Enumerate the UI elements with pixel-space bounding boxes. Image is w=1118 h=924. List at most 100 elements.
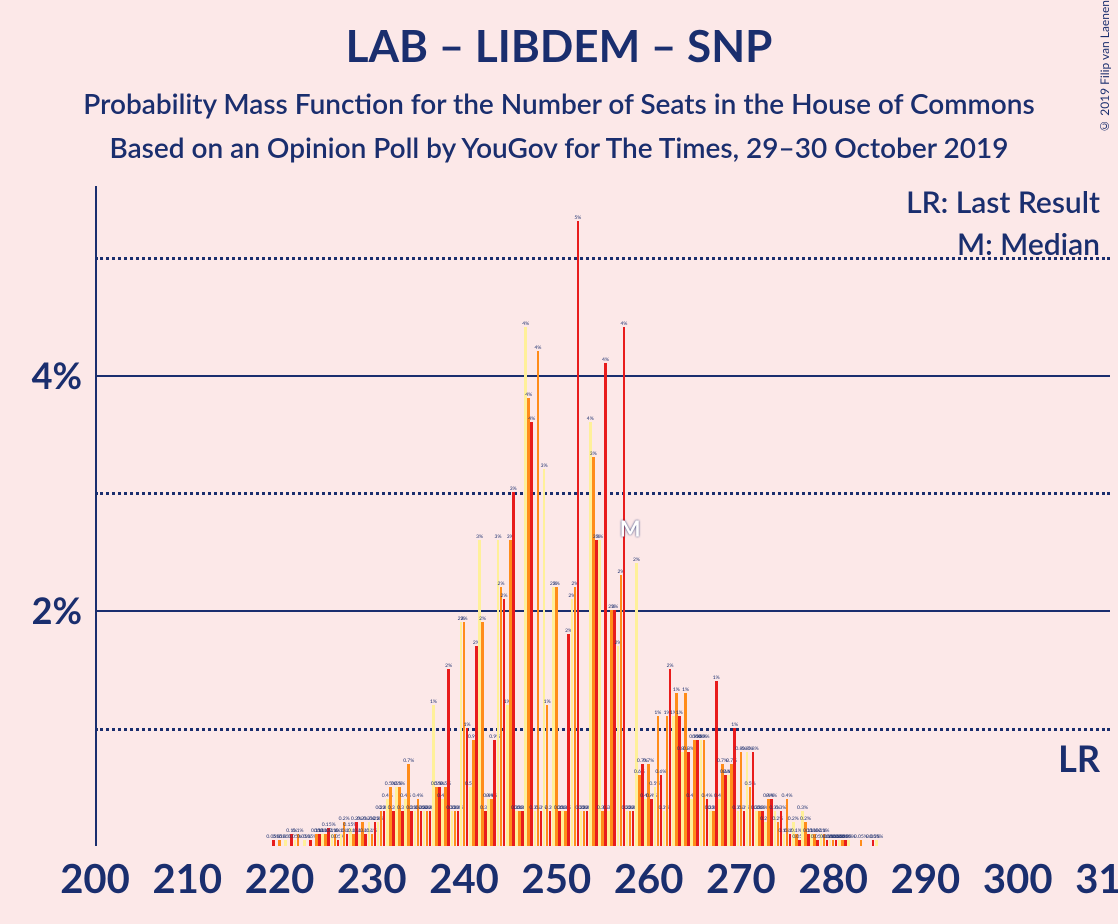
bar-group: 0.2%0.4%0.4% — [764, 186, 773, 846]
bar-group: 0.3%0.4%0.3% — [413, 186, 422, 846]
bar-group: 0.1%0.1%0.05% — [819, 186, 828, 846]
bar-group: 0.3%0.3%2% — [561, 186, 570, 846]
x-axis-label: 220 — [245, 854, 315, 902]
x-axis-label: 240 — [429, 854, 499, 902]
bar-group — [91, 186, 100, 846]
bar-group — [127, 186, 136, 846]
chart-subtitle-2: Based on an Opinion Poll by YouGov for T… — [0, 130, 1118, 164]
bar: 0.05% — [847, 840, 850, 846]
bar-group: 2%2%5% — [570, 186, 579, 846]
bar-group: 0.05% — [866, 186, 875, 846]
bar: 0.05% — [284, 840, 287, 846]
bar-value-label: 0.2% — [788, 816, 799, 822]
bar-group — [146, 186, 155, 846]
bar-group — [210, 186, 219, 846]
bar-group: 0.8%1%0.8% — [681, 186, 690, 846]
bar-group — [201, 186, 210, 846]
bar-group — [155, 186, 164, 846]
bar: 3% — [598, 540, 601, 846]
bar-group: 1%3%3% — [506, 186, 515, 846]
bar-group: 0.2%0.1%0.2% — [367, 186, 376, 846]
bar-group — [1004, 186, 1013, 846]
bar-group: 0.3%0.2%0.1% — [801, 186, 810, 846]
bar-group — [921, 186, 930, 846]
bar-group: 0.05%0.1% — [294, 186, 303, 846]
bar-group: 0.3%0.3%0.3% — [580, 186, 589, 846]
bar-group: 0.3%0.3%0.3% — [423, 186, 432, 846]
bar-group: 0.4%0.7%0.3% — [404, 186, 413, 846]
x-axis-label: 200 — [60, 854, 130, 902]
bar-value-label: 3% — [495, 534, 502, 540]
bar-value-label: 1% — [682, 687, 689, 693]
bar-group — [1022, 186, 1031, 846]
x-axis-label: 310 — [1075, 854, 1118, 902]
bar-group — [109, 186, 118, 846]
bar-group — [986, 186, 995, 846]
bar-group: 0.1%0.1%0.05% — [330, 186, 339, 846]
x-axis-label: 280 — [798, 854, 868, 902]
bar-group: 0.1%0.4%0.1% — [783, 186, 792, 846]
bar-group: 0.2%0.1%0.05% — [792, 186, 801, 846]
bar-group — [884, 186, 893, 846]
bar-group: 0.4%0.4%0.9% — [487, 186, 496, 846]
bar-value-label: 4% — [525, 392, 532, 398]
bar-group: 0.05% — [856, 186, 865, 846]
bar-value-label: 0.3% — [797, 805, 808, 811]
bar-group: 2%2%0.3% — [552, 186, 561, 846]
bar-group: 0.05% — [275, 186, 284, 846]
bar-group: 3%1%0.3% — [543, 186, 552, 846]
bar-group: 0.1%0.1%0.15% — [321, 186, 330, 846]
x-axis-label: 300 — [983, 854, 1053, 902]
bar-value-label: 2% — [633, 557, 640, 563]
plot-area: LR: Last Result M: Median 2%4% 0.05%0.05… — [95, 186, 1110, 846]
bar-value-label: 3% — [476, 534, 483, 540]
bar-group: 0.1%0.2%0.1% — [358, 186, 367, 846]
median-marker: M — [620, 514, 641, 541]
bar-group: 0.05%0.05% — [303, 186, 312, 846]
bar: 4% — [537, 351, 540, 846]
bar-group — [137, 186, 146, 846]
bar: 0.05% — [875, 840, 878, 846]
bar-group: 1%0.5%0.5% — [432, 186, 441, 846]
bar-group: 3%2%0.3% — [478, 186, 487, 846]
x-axis-label: 230 — [337, 854, 407, 902]
bars-container: 0.05%0.05%0.05%0.1%0.05%0.1%0.05%0.05%0.… — [95, 186, 1110, 846]
bar-group — [1041, 186, 1050, 846]
bar-group — [1013, 186, 1022, 846]
chart-title: LAB – LIBDEM – SNP — [0, 20, 1118, 72]
bar-group: 0.8%0.5%0.8% — [746, 186, 755, 846]
bar-group: 0.2%0.3%0.3% — [377, 186, 386, 846]
bar-group: 0.3%0.2%0.3% — [773, 186, 782, 846]
bar-group: 0.9%0.9%0.4% — [700, 186, 709, 846]
x-axis-label: 260 — [614, 854, 684, 902]
bar-value-label: 4% — [534, 345, 541, 351]
bar-value-label: 2% — [479, 616, 486, 622]
bar-group — [192, 186, 201, 846]
bar-group — [995, 186, 1004, 846]
bar-value-label: 1% — [544, 699, 551, 705]
bar-group — [164, 186, 173, 846]
bar-value-label: 4% — [522, 321, 529, 327]
bar-group: 0.05%0.1% — [284, 186, 293, 846]
bar-group — [903, 186, 912, 846]
bar-group — [949, 186, 958, 846]
bar-group — [220, 186, 229, 846]
x-axis-label: 270 — [706, 854, 776, 902]
bar-group: 0.3%0.3%0.3% — [450, 186, 459, 846]
bar-group — [1032, 186, 1041, 846]
bar-group: 0.4%0.5%0.3% — [386, 186, 395, 846]
x-axis-label: 290 — [891, 854, 961, 902]
bar-group: 3%0.3%4% — [598, 186, 607, 846]
bar-group: 0.05% — [847, 186, 856, 846]
bar-group: 0.5%0.9%2% — [469, 186, 478, 846]
bar-group: 0.1%0.1%0.05% — [810, 186, 819, 846]
chart-subtitle-1: Probability Mass Function for the Number… — [0, 86, 1118, 120]
bar-value-label: 4% — [587, 416, 594, 422]
copyright-text: © 2019 Filip van Laenen — [1097, 0, 1112, 134]
bar-group — [118, 186, 127, 846]
bar-group: 0.3%0.3%1% — [709, 186, 718, 846]
bar-group: 4%3%3% — [589, 186, 598, 846]
bar-group: 4%4%4% — [524, 186, 533, 846]
bar-group: 0.4%0.7%0.6% — [718, 186, 727, 846]
bar-group — [174, 186, 183, 846]
